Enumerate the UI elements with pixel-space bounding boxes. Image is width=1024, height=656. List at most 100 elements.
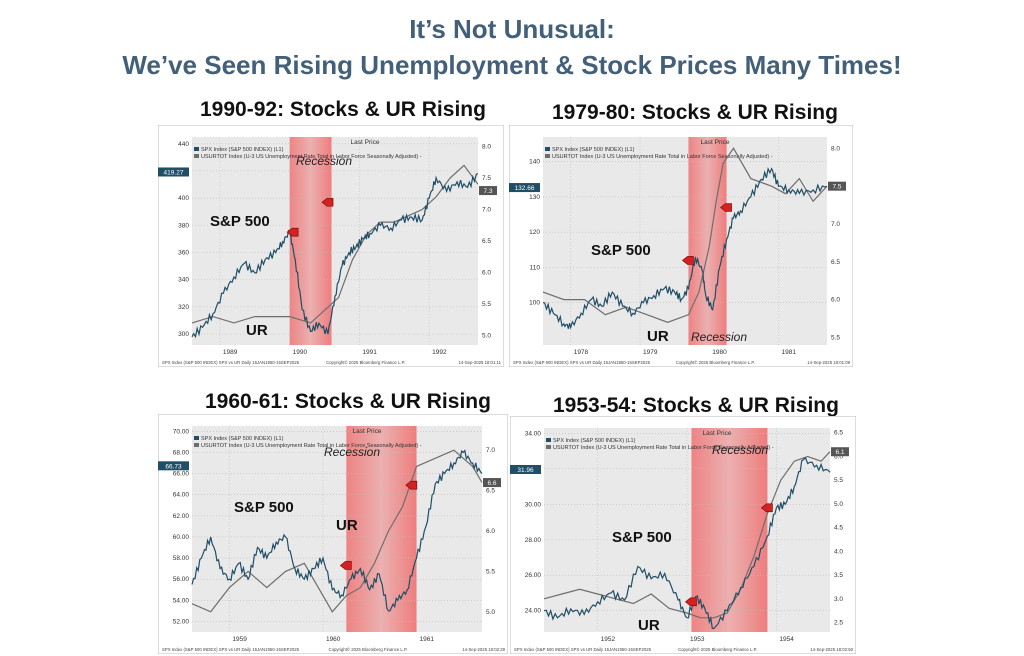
left-tick-label: 28.00 bbox=[525, 537, 542, 544]
left-tick-label: 130 bbox=[529, 194, 540, 201]
right-tick-label: 5.5 bbox=[486, 568, 495, 575]
last-price-label: Last Price bbox=[353, 428, 382, 435]
chart-1979-80: Last Price SPX Index (S&P 500 INDEX) (L1)… bbox=[509, 125, 853, 367]
left-tick-label: 24.00 bbox=[525, 608, 542, 615]
panel-title-1979: 1979-80: Stocks & UR Rising bbox=[552, 101, 838, 124]
right-tick-label: 8.0 bbox=[482, 143, 491, 150]
x-tick-label: 1990 bbox=[293, 349, 308, 356]
right-tick-label: 7.0 bbox=[482, 206, 491, 213]
right-tick-label: 6.0 bbox=[486, 528, 495, 535]
left-tick-label: 120 bbox=[529, 229, 540, 236]
legend-spx: SPX Index (S&P 500 INDEX) (L1) bbox=[201, 147, 284, 153]
recession-band bbox=[691, 428, 768, 632]
annotation-recession: Recession bbox=[712, 443, 768, 457]
legend-swatch-ur bbox=[546, 445, 551, 449]
right-tick-label: 6.5 bbox=[834, 430, 843, 437]
right-tick-label: 5.5 bbox=[831, 334, 840, 341]
right-tick-label: 5.0 bbox=[486, 609, 495, 616]
annotation-ur: UR bbox=[647, 328, 669, 345]
signal-marker bbox=[339, 561, 352, 570]
left-tick-label: 100 bbox=[529, 300, 540, 307]
footer-center: Copyright© 2025 Bloomberg Finance L.P. bbox=[326, 360, 405, 365]
right-tick-label: 6.0 bbox=[831, 297, 840, 304]
left-tick-label: 70.00 bbox=[173, 428, 190, 435]
legend-swatch-ur bbox=[194, 154, 199, 158]
left-tick-label: 68.00 bbox=[173, 449, 190, 456]
annotation-ur: UR bbox=[246, 322, 268, 339]
legend-swatch-spx bbox=[545, 147, 550, 151]
legend-spx: SPX Index (S&P 500 INDEX) (L1) bbox=[553, 438, 636, 444]
ur-series-line bbox=[542, 147, 828, 323]
chart-1953-54: Last Price SPX Index (S&P 500 INDEX) (L1)… bbox=[510, 416, 856, 654]
plot-area bbox=[543, 137, 827, 345]
panel-title-1960: 1960-61: Stocks & UR Rising bbox=[205, 390, 491, 413]
left-tick-label: 60.00 bbox=[173, 534, 190, 541]
footer-left: SPX Index (S&P 500 INDEX) SPX vs UR Dail… bbox=[162, 647, 300, 652]
legend-swatch-spx bbox=[546, 438, 551, 442]
x-tick-label: 1954 bbox=[779, 636, 794, 643]
right-tick-label: 5.5 bbox=[834, 477, 843, 484]
right-tick-label: 7.0 bbox=[486, 447, 495, 454]
ur-series-line bbox=[543, 451, 831, 619]
ur-series-line bbox=[191, 164, 479, 324]
left-last-price-box bbox=[158, 167, 189, 177]
legend-spx: SPX Index (S&P 500 INDEX) (L1) bbox=[552, 147, 635, 153]
legend-swatch-spx bbox=[194, 436, 199, 440]
annotation-recession: Recession bbox=[296, 154, 352, 168]
right-last-price-label: 7.5 bbox=[832, 184, 841, 191]
right-tick-label: 8.0 bbox=[831, 145, 840, 152]
right-tick-label: 5.0 bbox=[482, 333, 491, 340]
right-tick-label: 5.0 bbox=[834, 501, 843, 508]
right-last-price-label: 7.3 bbox=[483, 188, 492, 195]
spx-series-line bbox=[191, 173, 479, 339]
legend-ur: USURTOT Index (U-3 US Unemployment Rate … bbox=[552, 154, 773, 160]
right-tick-label: 7.0 bbox=[831, 221, 840, 228]
left-tick-label: 62.00 bbox=[173, 513, 190, 520]
right-tick-label: 2.5 bbox=[834, 620, 843, 627]
plot-area bbox=[192, 426, 482, 632]
x-tick-label: 1952 bbox=[601, 636, 616, 643]
right-last-price-label: 6.1 bbox=[835, 449, 844, 456]
left-tick-label: 34.00 bbox=[525, 430, 542, 437]
ur-series-line bbox=[191, 449, 483, 613]
left-last-price-label: 66.73 bbox=[165, 463, 182, 470]
left-tick-label: 64.00 bbox=[173, 492, 190, 499]
right-tick-label: 4.0 bbox=[834, 548, 843, 555]
left-last-price-label: 31.96 bbox=[517, 467, 534, 474]
left-tick-label: 140 bbox=[529, 159, 540, 166]
footer-left: SPX Index (S&P 500 INDEX) SPX vs UR Dail… bbox=[162, 360, 300, 365]
left-tick-label: 66.00 bbox=[173, 471, 190, 478]
footer-center: Copyright© 2025 Bloomberg Finance L.P. bbox=[676, 360, 755, 365]
legend-spx: SPX Index (S&P 500 INDEX) (L1) bbox=[201, 436, 284, 442]
left-tick-label: 30.00 bbox=[525, 501, 542, 508]
left-tick-label: 300 bbox=[178, 331, 189, 338]
last-price-label: Last Price bbox=[701, 139, 730, 146]
right-last-price-box bbox=[483, 478, 501, 488]
x-tick-label: 1992 bbox=[432, 349, 447, 356]
legend-ur: USURTOT Index (U-3 US Unemployment Rate … bbox=[553, 445, 774, 451]
left-tick-label: 52.00 bbox=[173, 618, 190, 625]
spx-series-line bbox=[542, 166, 828, 330]
left-tick-label: 360 bbox=[178, 250, 189, 257]
annotation-sp500: S&P 500 bbox=[612, 529, 672, 546]
slide-title-line1: It’s Not Unusual: bbox=[409, 14, 615, 44]
footer-right: 14-Sep-2025 18:02:50 bbox=[810, 647, 853, 652]
right-tick-label: 6.0 bbox=[482, 270, 491, 277]
footer-right: 14-Sep-2025 18:01:11 bbox=[459, 360, 502, 365]
plot-area bbox=[192, 137, 478, 345]
annotation-recession: Recession bbox=[324, 445, 380, 459]
footer-left: SPX Index (S&P 500 INDEX) SPX vs UR Dail… bbox=[513, 360, 651, 365]
right-tick-label: 3.0 bbox=[834, 596, 843, 603]
right-last-price-box bbox=[831, 447, 849, 457]
recession-band bbox=[289, 137, 332, 345]
left-last-price-box bbox=[509, 183, 540, 193]
footer-right: 14-Sep-2025 18:01:09 bbox=[807, 360, 850, 365]
annotation-recession: Recession bbox=[691, 330, 747, 344]
left-tick-label: 380 bbox=[178, 222, 189, 229]
last-price-label: Last Price bbox=[703, 430, 732, 437]
right-tick-label: 6.0 bbox=[834, 453, 843, 460]
right-last-price-box bbox=[828, 181, 846, 191]
left-tick-label: 400 bbox=[178, 195, 189, 202]
signal-marker bbox=[286, 227, 299, 237]
slide-title-line2: We’ve Seen Rising Unemployment & Stock P… bbox=[122, 50, 902, 80]
